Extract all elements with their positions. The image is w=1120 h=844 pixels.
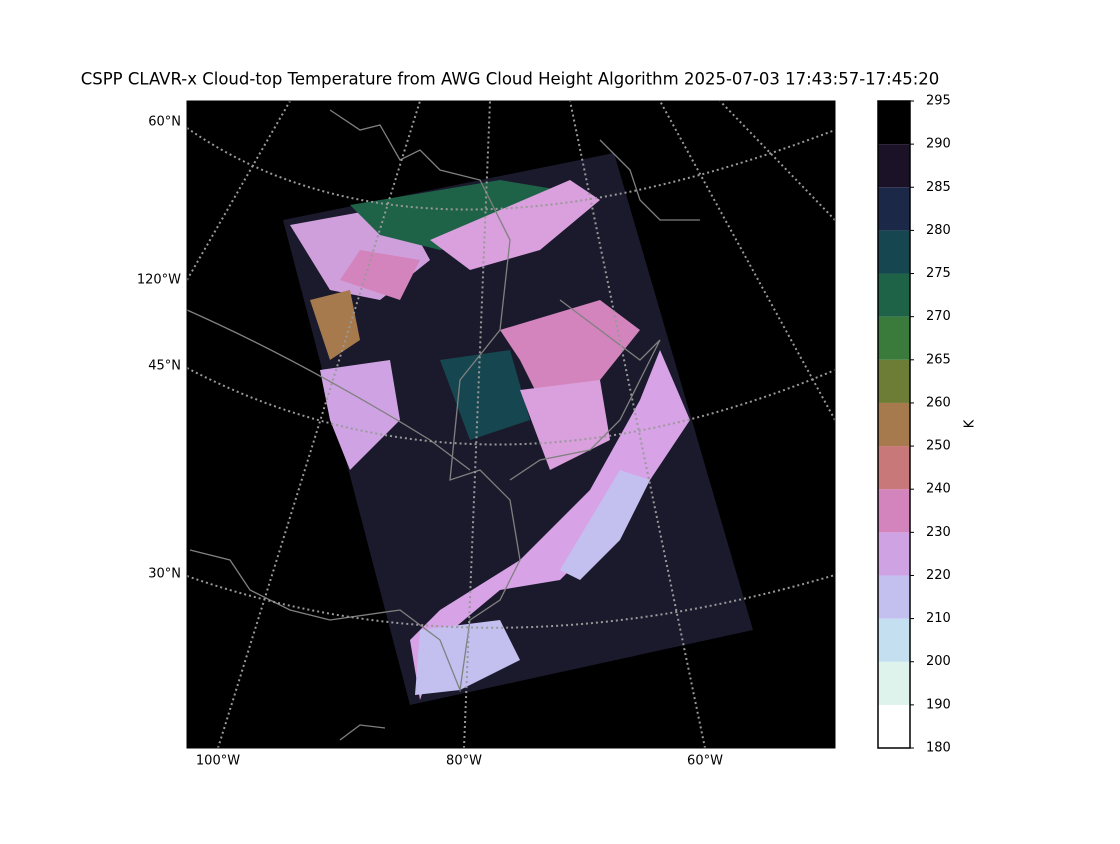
coastlines (187, 109, 700, 741)
colorbar-tick-label: 290 (926, 137, 951, 152)
colorbar-segment (878, 489, 910, 533)
colorbar-tick-label: 190 (926, 697, 951, 712)
map: 60°N 120°W 45°N 30°N 100°W 80°W 60°W (137, 100, 836, 769)
lat-label: 30°N (148, 567, 181, 582)
cloud (500, 300, 640, 400)
colorbar-frame (877, 100, 911, 749)
lon-label: 60°W (687, 754, 723, 769)
cloud (410, 350, 690, 700)
colorbar-tick-label: 260 (926, 395, 951, 410)
map-frame (186, 100, 836, 749)
colorbar-tick-label: 250 (926, 439, 951, 454)
colorbar-segment (878, 446, 910, 490)
colorbar-tick-label: 230 (926, 525, 951, 540)
title: CSPP CLAVR-x Cloud-top Temperature from … (81, 70, 940, 89)
lat-label: 120°W (137, 273, 181, 288)
colorbar-tick-label: 295 (926, 94, 951, 109)
colorbar-segment (878, 402, 910, 447)
colorbar-tick-label: 270 (926, 309, 951, 324)
colorbar-tick-label: 240 (926, 482, 951, 497)
colorbar-segment (878, 661, 910, 705)
colorbar-segment (878, 359, 910, 403)
graticule (187, 101, 835, 748)
colorbar-tick-label: 210 (926, 611, 951, 626)
colorbar-label: K (963, 419, 978, 428)
cloud (520, 380, 610, 470)
lon-label: 80°W (446, 754, 482, 769)
colorbar-tick-label: 200 (926, 654, 951, 669)
colorbar-segment (878, 187, 910, 231)
lat-label: 60°N (148, 115, 181, 130)
colorbar-segment (878, 704, 910, 748)
colorbar-segment (878, 101, 910, 145)
colorbar-segment (878, 532, 910, 576)
lat-label: 45°N (148, 359, 181, 374)
colorbar-segment (878, 618, 910, 662)
colorbar-tick-label: 275 (926, 266, 951, 281)
colorbar: K 180 190 200 210 220 230 240 250 260 265 270 275 28… (877, 94, 978, 756)
lon-label: 100°W (196, 754, 240, 769)
cloud (340, 250, 420, 300)
colorbar-segment (878, 144, 910, 188)
cloud (430, 180, 600, 270)
cloud (440, 350, 530, 440)
colorbar-tick-label: 220 (926, 568, 951, 583)
cloud (560, 470, 650, 580)
colorbar-segment (878, 575, 910, 619)
colorbar-tick-label: 285 (926, 180, 951, 195)
colorbar-tick-label: 265 (926, 352, 951, 367)
colorbar-segment (878, 273, 910, 317)
colorbar-tick-label: 280 (926, 223, 951, 238)
colorbar-segment (878, 316, 910, 360)
colorbar-tick-label: 180 (926, 741, 951, 756)
colorbar-segment (878, 230, 910, 274)
cloud (310, 290, 360, 360)
